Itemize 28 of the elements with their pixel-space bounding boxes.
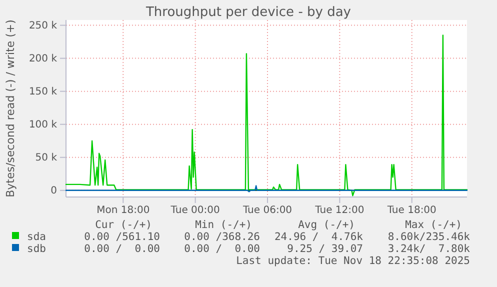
x-tick-label: Tue 18:00	[386, 205, 436, 216]
y-tick-label: 100 k	[28, 120, 58, 131]
y-tick-label: 150 k	[28, 86, 58, 98]
text: 0.00 /368.26	[184, 231, 260, 243]
legend-label: sda	[27, 231, 46, 243]
text: Min (-/+)	[195, 219, 252, 231]
y-tick-label: 250 k	[28, 20, 58, 32]
text: Max (-/+)	[405, 219, 462, 231]
text: 8.60k/235.46k	[388, 231, 471, 243]
legend-label: sdb	[27, 243, 46, 255]
y-tick-label: 50 k	[35, 152, 58, 164]
text: 9.25 / 39.07	[287, 243, 363, 255]
text: Last update: Tue Nov 18 22:35:08 2025	[236, 255, 470, 267]
text: 24.96 / 4.76k	[274, 231, 364, 243]
x-tick-label: Tue 00:00	[170, 205, 220, 216]
text: Avg (-/+)	[298, 219, 355, 231]
text: Cur (-/+)	[95, 219, 152, 231]
text: 0.00 /561.10	[84, 231, 160, 243]
text: 0.00 / 0.00	[84, 243, 160, 255]
chart-title: Throughput per device - by day	[144, 5, 352, 20]
text: 0.00 / 0.00	[184, 243, 260, 255]
y-axis-title: Bytes/second read (-) / write (+)	[4, 20, 17, 198]
x-tick-label: Mon 18:00	[96, 205, 150, 216]
y-tick-label: 0	[50, 186, 57, 197]
x-tick-label: Tue 12:00	[314, 205, 364, 216]
text: 3.24k/ 7.80k	[388, 243, 471, 255]
y-tick-label: 200 k	[28, 54, 58, 65]
x-tick-label: Tue 06:00	[242, 205, 292, 216]
